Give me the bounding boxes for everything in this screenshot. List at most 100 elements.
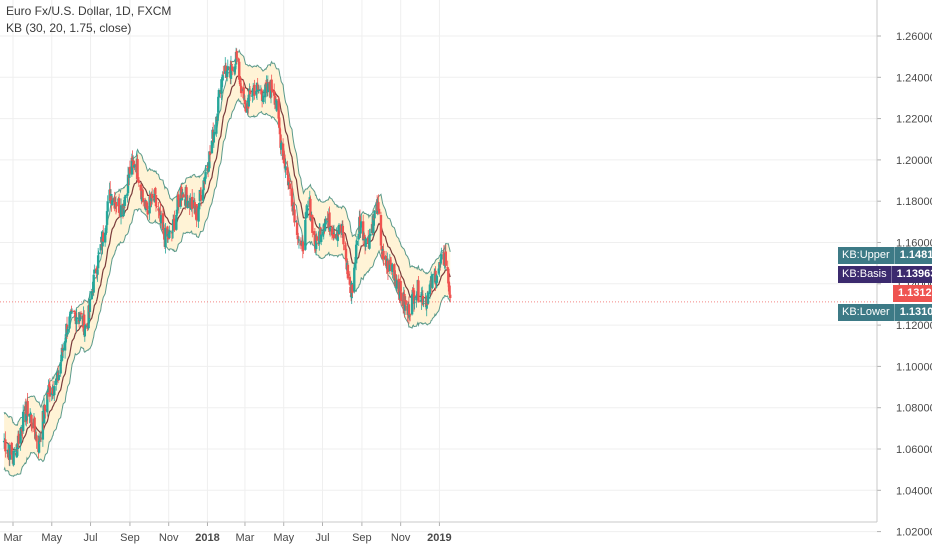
candle-body bbox=[388, 259, 392, 272]
candle-body bbox=[403, 301, 407, 311]
candle-body bbox=[171, 219, 175, 231]
candle-body bbox=[99, 244, 102, 251]
candle-body bbox=[320, 234, 323, 243]
candle-body bbox=[102, 232, 105, 242]
candle-body bbox=[123, 206, 126, 208]
candle-body bbox=[358, 216, 362, 232]
candle-body bbox=[21, 430, 24, 432]
candle-body bbox=[412, 290, 416, 304]
candle-body bbox=[342, 234, 345, 245]
candle-body bbox=[8, 444, 12, 460]
kb-upper-badge: KB:Upper 1.14818 bbox=[838, 247, 932, 264]
candle-body bbox=[128, 166, 132, 174]
candle-body bbox=[231, 66, 234, 71]
candle-body bbox=[155, 206, 158, 208]
candle-body bbox=[309, 198, 312, 221]
candle-body bbox=[336, 232, 339, 242]
candle-body bbox=[164, 228, 167, 248]
candle-body bbox=[412, 287, 415, 293]
candle-body bbox=[175, 209, 179, 214]
kb-lower-value: 1.13107 bbox=[894, 304, 932, 321]
candle-body bbox=[286, 167, 289, 175]
candle-body bbox=[237, 58, 240, 62]
kb-lower-label: KB:Lower bbox=[838, 304, 895, 321]
candle-body bbox=[266, 83, 270, 93]
indicator-title[interactable]: KB (30, 20, 1.75, close) bbox=[6, 21, 132, 35]
candle-body bbox=[415, 295, 418, 301]
candle-body bbox=[230, 64, 233, 66]
candle-body bbox=[177, 198, 181, 208]
candle-body bbox=[229, 63, 233, 79]
candle-body bbox=[304, 212, 308, 219]
candle-body bbox=[296, 235, 299, 240]
kb-basis-value: 1.13963 bbox=[891, 266, 932, 283]
kb-upper-label: KB:Upper bbox=[838, 247, 895, 264]
candle-body bbox=[330, 228, 334, 236]
candle-body bbox=[199, 194, 203, 201]
candle-body bbox=[332, 232, 336, 235]
candle-body bbox=[449, 294, 452, 299]
y-tick-label: 1.04000 bbox=[896, 485, 932, 497]
candle-body bbox=[83, 328, 87, 337]
candle-body bbox=[72, 310, 76, 312]
candle-body bbox=[20, 426, 23, 428]
candle-body bbox=[70, 310, 73, 312]
candle-body bbox=[51, 388, 55, 395]
candle-body bbox=[440, 254, 443, 260]
candle-body bbox=[328, 227, 332, 232]
candle-body bbox=[278, 117, 281, 128]
candle-body bbox=[150, 193, 154, 199]
candle-body bbox=[417, 301, 421, 303]
candle-body bbox=[21, 411, 25, 431]
x-tick-label: Mar bbox=[4, 532, 23, 544]
candle-body bbox=[304, 219, 307, 250]
candle-body bbox=[302, 249, 305, 251]
candle-body bbox=[216, 113, 219, 121]
candle-body bbox=[90, 291, 94, 300]
candle-body bbox=[63, 341, 67, 351]
candle-body bbox=[438, 262, 441, 271]
symbol-title[interactable]: Euro Fx/U.S. Dollar, 1D, FXCM bbox=[6, 4, 172, 18]
candle-body bbox=[203, 181, 206, 183]
candle-body bbox=[66, 329, 69, 335]
candle-body bbox=[283, 162, 287, 169]
candle-body bbox=[105, 211, 109, 225]
candle-body bbox=[447, 268, 450, 284]
candle-body bbox=[203, 176, 207, 182]
candle-body bbox=[411, 289, 414, 295]
candle-body bbox=[437, 268, 440, 274]
candle-body bbox=[97, 252, 100, 255]
candle-body bbox=[344, 248, 348, 261]
candle-body bbox=[48, 386, 52, 397]
candle-body bbox=[46, 392, 50, 394]
candle-body bbox=[15, 444, 19, 458]
candle-body bbox=[295, 222, 299, 236]
candle-body bbox=[13, 451, 16, 453]
candle-body bbox=[281, 143, 285, 160]
candle-body bbox=[379, 215, 383, 246]
candle-body bbox=[130, 157, 134, 175]
keltner-band-fill bbox=[4, 50, 451, 477]
x-tick-label: 2018 bbox=[195, 532, 219, 544]
candle-body bbox=[202, 180, 205, 191]
candle-body bbox=[306, 208, 310, 211]
candle-body bbox=[255, 82, 259, 92]
candle-body bbox=[260, 93, 264, 101]
candle-body bbox=[443, 264, 446, 266]
y-tick-label: 1.16000 bbox=[896, 238, 932, 250]
candle-body bbox=[29, 413, 32, 416]
candle-body bbox=[253, 84, 256, 96]
candle-body bbox=[244, 103, 247, 112]
candle-body bbox=[279, 142, 283, 150]
candle-body bbox=[389, 262, 393, 265]
candle-body bbox=[319, 227, 322, 242]
x-tick-label: May bbox=[273, 532, 294, 544]
candle-body bbox=[431, 274, 434, 288]
candle-body bbox=[65, 324, 69, 333]
candle-body bbox=[235, 50, 238, 59]
candle-body bbox=[224, 65, 228, 72]
candle-body bbox=[252, 87, 255, 96]
x-tick-label: Jul bbox=[315, 532, 329, 544]
candle-body bbox=[41, 411, 45, 440]
